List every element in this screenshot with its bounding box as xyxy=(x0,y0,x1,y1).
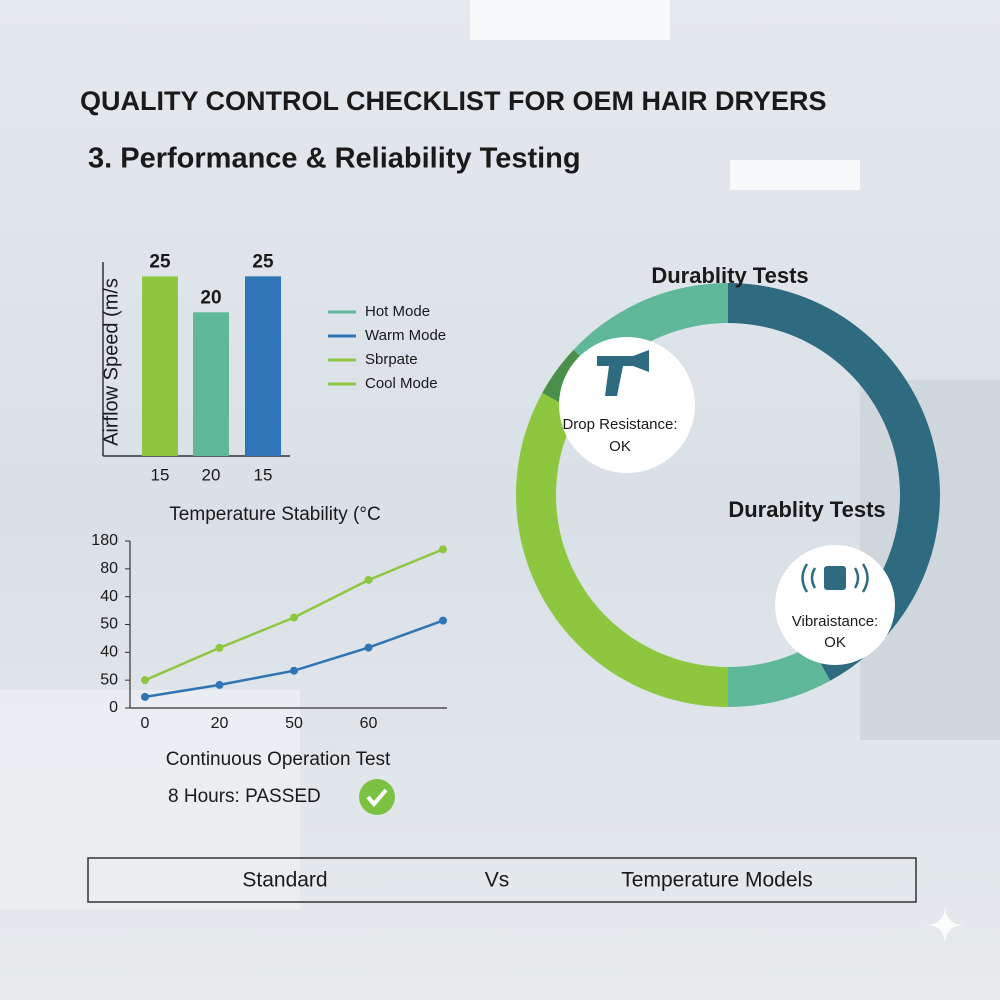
bench xyxy=(0,690,300,910)
y-tick-label: 50 xyxy=(100,616,118,633)
footer-cell: Temperature Models xyxy=(621,869,812,892)
x-tick-label: 0 xyxy=(141,715,150,732)
annotation: Drop Resistance: xyxy=(562,416,677,433)
bar xyxy=(245,276,281,456)
legend-label: Hot Mode xyxy=(365,303,430,320)
vibration-icon xyxy=(824,566,846,590)
donut-segment xyxy=(728,645,831,707)
legend-label: Sbrpate xyxy=(365,351,418,368)
annotation: Durablity Tests xyxy=(728,497,885,522)
test-title: Continuous Operation Test xyxy=(166,749,391,770)
bar-value-label: 20 xyxy=(200,287,221,308)
bar-value-label: 25 xyxy=(252,251,274,272)
footer-box xyxy=(87,857,917,903)
title: QUALITY CONTROL CHECKLIST FOR OEM HAIR D… xyxy=(80,86,827,116)
vibration-waves xyxy=(801,563,869,593)
line-point xyxy=(364,643,373,652)
footer-cell: Standard xyxy=(242,869,327,892)
sparkle xyxy=(925,905,965,945)
line-point xyxy=(290,666,298,675)
callout-circle xyxy=(775,545,895,665)
check-mark xyxy=(366,788,388,808)
x-tick-label: 20 xyxy=(211,715,229,732)
bar xyxy=(142,276,178,456)
bar-value-label: 25 xyxy=(149,251,171,272)
line-point xyxy=(215,680,224,689)
legend-label: Cool Mode xyxy=(365,375,438,392)
x-tick-label: 50 xyxy=(285,715,303,732)
x-tick-label: 60 xyxy=(360,715,378,732)
legend-label: Warm Mode xyxy=(365,327,446,344)
test-result: 8 Hours: PASSED xyxy=(168,786,321,807)
subtitle: 3. Performance & Reliability Testing xyxy=(88,143,581,175)
footer-cell: Vs xyxy=(485,869,510,892)
line-point xyxy=(215,643,224,652)
line-point xyxy=(439,545,447,554)
callout-circle xyxy=(559,337,695,473)
y-tick-label: 40 xyxy=(100,644,118,661)
y-axis-label: Airflow Speed (m/s xyxy=(100,278,122,446)
annotation: OK xyxy=(609,438,631,455)
y-tick-label: 50 xyxy=(100,671,118,688)
donut-segment xyxy=(515,392,728,707)
check-icon xyxy=(359,779,395,815)
y-tick-label: 40 xyxy=(100,588,118,605)
callouts: Drop Resistance: OK Vibraistance: OK xyxy=(559,337,895,665)
bar xyxy=(193,312,229,456)
annotation: OK xyxy=(824,634,846,651)
dryer-icon xyxy=(597,350,649,396)
y-tick-label: 80 xyxy=(100,560,118,577)
y-tick-label: 180 xyxy=(91,532,118,549)
x-tick-label: 15 xyxy=(254,465,273,484)
x-tick-label: 20 xyxy=(202,465,221,484)
line-point xyxy=(290,613,298,622)
x-tick-label: 15 xyxy=(151,465,170,484)
y-tick-label: 0 xyxy=(109,699,118,716)
line-title: Temperature Stability (°C xyxy=(169,504,380,525)
line-point xyxy=(141,692,149,701)
line-point xyxy=(141,676,149,685)
annotation: Vibraistance: xyxy=(792,613,878,630)
line-point xyxy=(439,616,447,625)
ceiling-light xyxy=(730,160,860,190)
line-point xyxy=(364,575,373,584)
donut-title: Durablity Tests xyxy=(651,263,808,288)
ceiling-light xyxy=(470,0,670,40)
